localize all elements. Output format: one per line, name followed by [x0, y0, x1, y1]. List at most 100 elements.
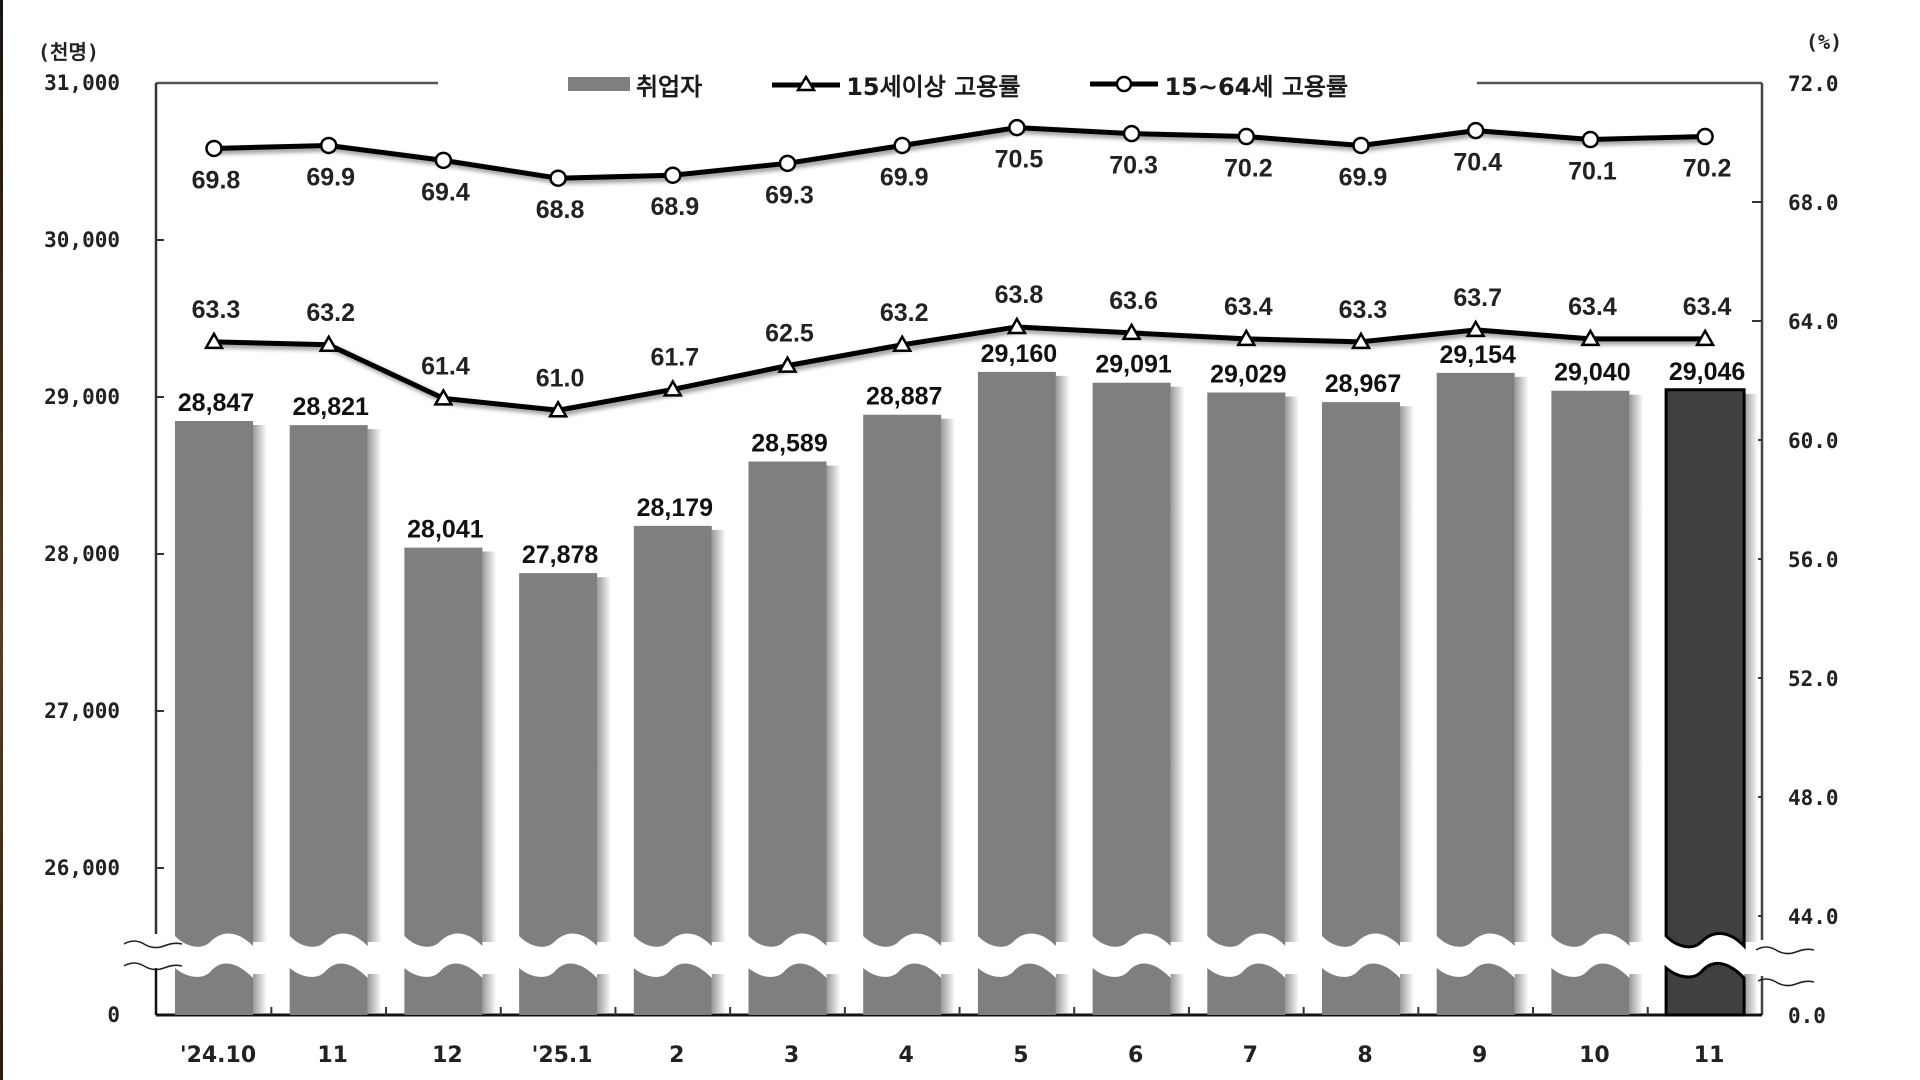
line-value-label: 63.3: [1339, 296, 1388, 324]
x-axis-category-label: 7: [1243, 1043, 1258, 1068]
line-value-label: 61.4: [421, 352, 470, 380]
bar: [404, 547, 497, 1015]
right-axis-tick-label: 68.0: [1788, 191, 1839, 215]
bar-value-label: 29,029: [1210, 360, 1286, 388]
circle-marker-icon: [664, 166, 682, 184]
triangle-marker-line-icon: [772, 74, 841, 92]
line-value-label: 62.5: [765, 320, 814, 348]
line-value-label: 69.3: [765, 181, 814, 209]
circle-marker-line-icon: [1090, 75, 1159, 93]
right-axis-tick-label: 52.0: [1788, 667, 1839, 691]
circle-marker-icon: [1466, 121, 1485, 140]
left-axis-unit: (천명): [38, 40, 99, 64]
left-axis-tick-label: 30,000: [44, 228, 120, 252]
bar-value-label: 29,091: [1095, 351, 1172, 379]
line-value-label: 69.9: [880, 163, 929, 191]
line-value-label: 63.7: [1453, 284, 1502, 312]
line-15plus-rate: [213, 324, 1706, 413]
x-axis-category-label: 2: [669, 1043, 684, 1068]
chart-legend: 취업자 15세이상 고용률 15~64세 고용률: [440, 66, 1476, 102]
bar: [1092, 382, 1185, 1015]
right-axis-tick-label: 48.0: [1788, 786, 1839, 810]
labels-group: 28,847 28,821 28,041 27,878 28,179 28,589 28,8…: [178, 146, 1746, 570]
line-value-label: 63.4: [1224, 293, 1273, 321]
line-value-label: 70.1: [1568, 158, 1617, 186]
bar: [633, 525, 726, 1015]
line-value-label: 61.0: [536, 364, 585, 392]
triangle-marker-icon: [1465, 319, 1486, 338]
circle-marker-icon: [205, 139, 223, 158]
bar: [863, 414, 956, 1015]
x-axis-category-label: 6: [1128, 1043, 1143, 1068]
x-axis-category-label: 5: [1013, 1043, 1028, 1068]
circle-marker-icon: [434, 151, 453, 170]
bar-value-label: 28,821: [292, 393, 369, 421]
circle-marker-icon: [549, 169, 567, 187]
right-axis-unit: (%): [1806, 30, 1843, 54]
legend-item-rate-15-64: 15~64세 고용률: [1090, 67, 1348, 102]
bar-value-label: 28,887: [866, 383, 942, 411]
triangle-marker-icon: [1350, 331, 1372, 350]
left-axis-tick-label: 27,000: [44, 699, 120, 723]
line-value-label: 69.9: [1339, 163, 1388, 191]
triangle-marker-icon: [1694, 328, 1716, 347]
bar-value-label: 28,179: [637, 494, 713, 522]
triangle-marker-icon: [1580, 328, 1601, 347]
x-axis-category-label: 3: [784, 1043, 799, 1068]
line-value-label: 70.2: [1224, 155, 1273, 183]
bar-value-label: 28,847: [178, 389, 254, 417]
legend-label-rate-15plus: 15세이상 고용률: [846, 72, 1021, 101]
line-value-label: 70.2: [1683, 155, 1732, 183]
right-axis-tick-label: 44.0: [1788, 905, 1839, 929]
x-axis-category-label: 4: [899, 1043, 914, 1068]
line-value-label: 70.5: [995, 146, 1044, 174]
triangle-marker-icon: [1236, 328, 1257, 347]
line-value-label: 68.9: [650, 193, 699, 221]
bar-value-label: 29,040: [1554, 359, 1630, 387]
line-value-label: 69.8: [192, 166, 241, 194]
triangle-marker-icon: [433, 387, 454, 406]
left-axis-tick-label: 0: [107, 1003, 120, 1027]
circle-marker-icon: [1696, 127, 1714, 146]
x-axis-category-label: 8: [1357, 1043, 1372, 1068]
circle-marker-icon: [319, 136, 338, 155]
left-axis-tick-label: 31,000: [44, 71, 120, 95]
line-value-label: 70.3: [1109, 152, 1158, 180]
right-axis-tick-label: 56.0: [1788, 548, 1839, 572]
left-axis-tick-label: 29,000: [44, 385, 120, 409]
line-value-label: 63.4: [1568, 293, 1617, 321]
x-axis-category-label: 12: [432, 1043, 463, 1068]
line-value-label: 63.3: [192, 296, 241, 324]
triangle-marker-icon: [777, 355, 798, 373]
bar: [1322, 402, 1414, 1015]
triangle-marker-icon: [203, 331, 225, 350]
left-axis-tick-label: 26,000: [44, 856, 120, 880]
line-value-label: 63.4: [1683, 293, 1732, 321]
x-axis-category-label: 11: [317, 1043, 348, 1068]
legend-item-rate-15plus: 15세이상 고용률: [772, 67, 1020, 102]
x-axis-category-label: 10: [1579, 1043, 1610, 1068]
line-value-label: 63.8: [995, 281, 1044, 309]
x-axis-category-label: 9: [1472, 1043, 1487, 1068]
line-value-label: 63.2: [306, 299, 355, 327]
bar: [289, 425, 382, 1015]
bar: [175, 421, 267, 1015]
triangle-marker-icon: [892, 334, 913, 353]
triangle-marker-icon: [1006, 316, 1028, 335]
left-edge-strip: [0, 0, 3, 1080]
x-axis-category-label: '24.10: [180, 1043, 256, 1068]
lines-group: [203, 118, 1716, 418]
triangle-marker-icon: [318, 334, 339, 353]
circle-marker-icon: [778, 154, 797, 173]
bar-value-label: 29,154: [1439, 341, 1516, 369]
circle-marker-icon: [1237, 127, 1256, 146]
bar: [519, 573, 612, 1015]
bar: [1551, 390, 1644, 1015]
right-axis-tick-label: 0.0: [1788, 1004, 1826, 1028]
line-value-label: 61.7: [650, 343, 699, 371]
line-value-label: 69.9: [306, 163, 355, 191]
bar-value-label: 28,041: [407, 516, 484, 544]
circle-marker-icon: [893, 136, 911, 155]
circle-marker-icon: [1122, 124, 1141, 143]
